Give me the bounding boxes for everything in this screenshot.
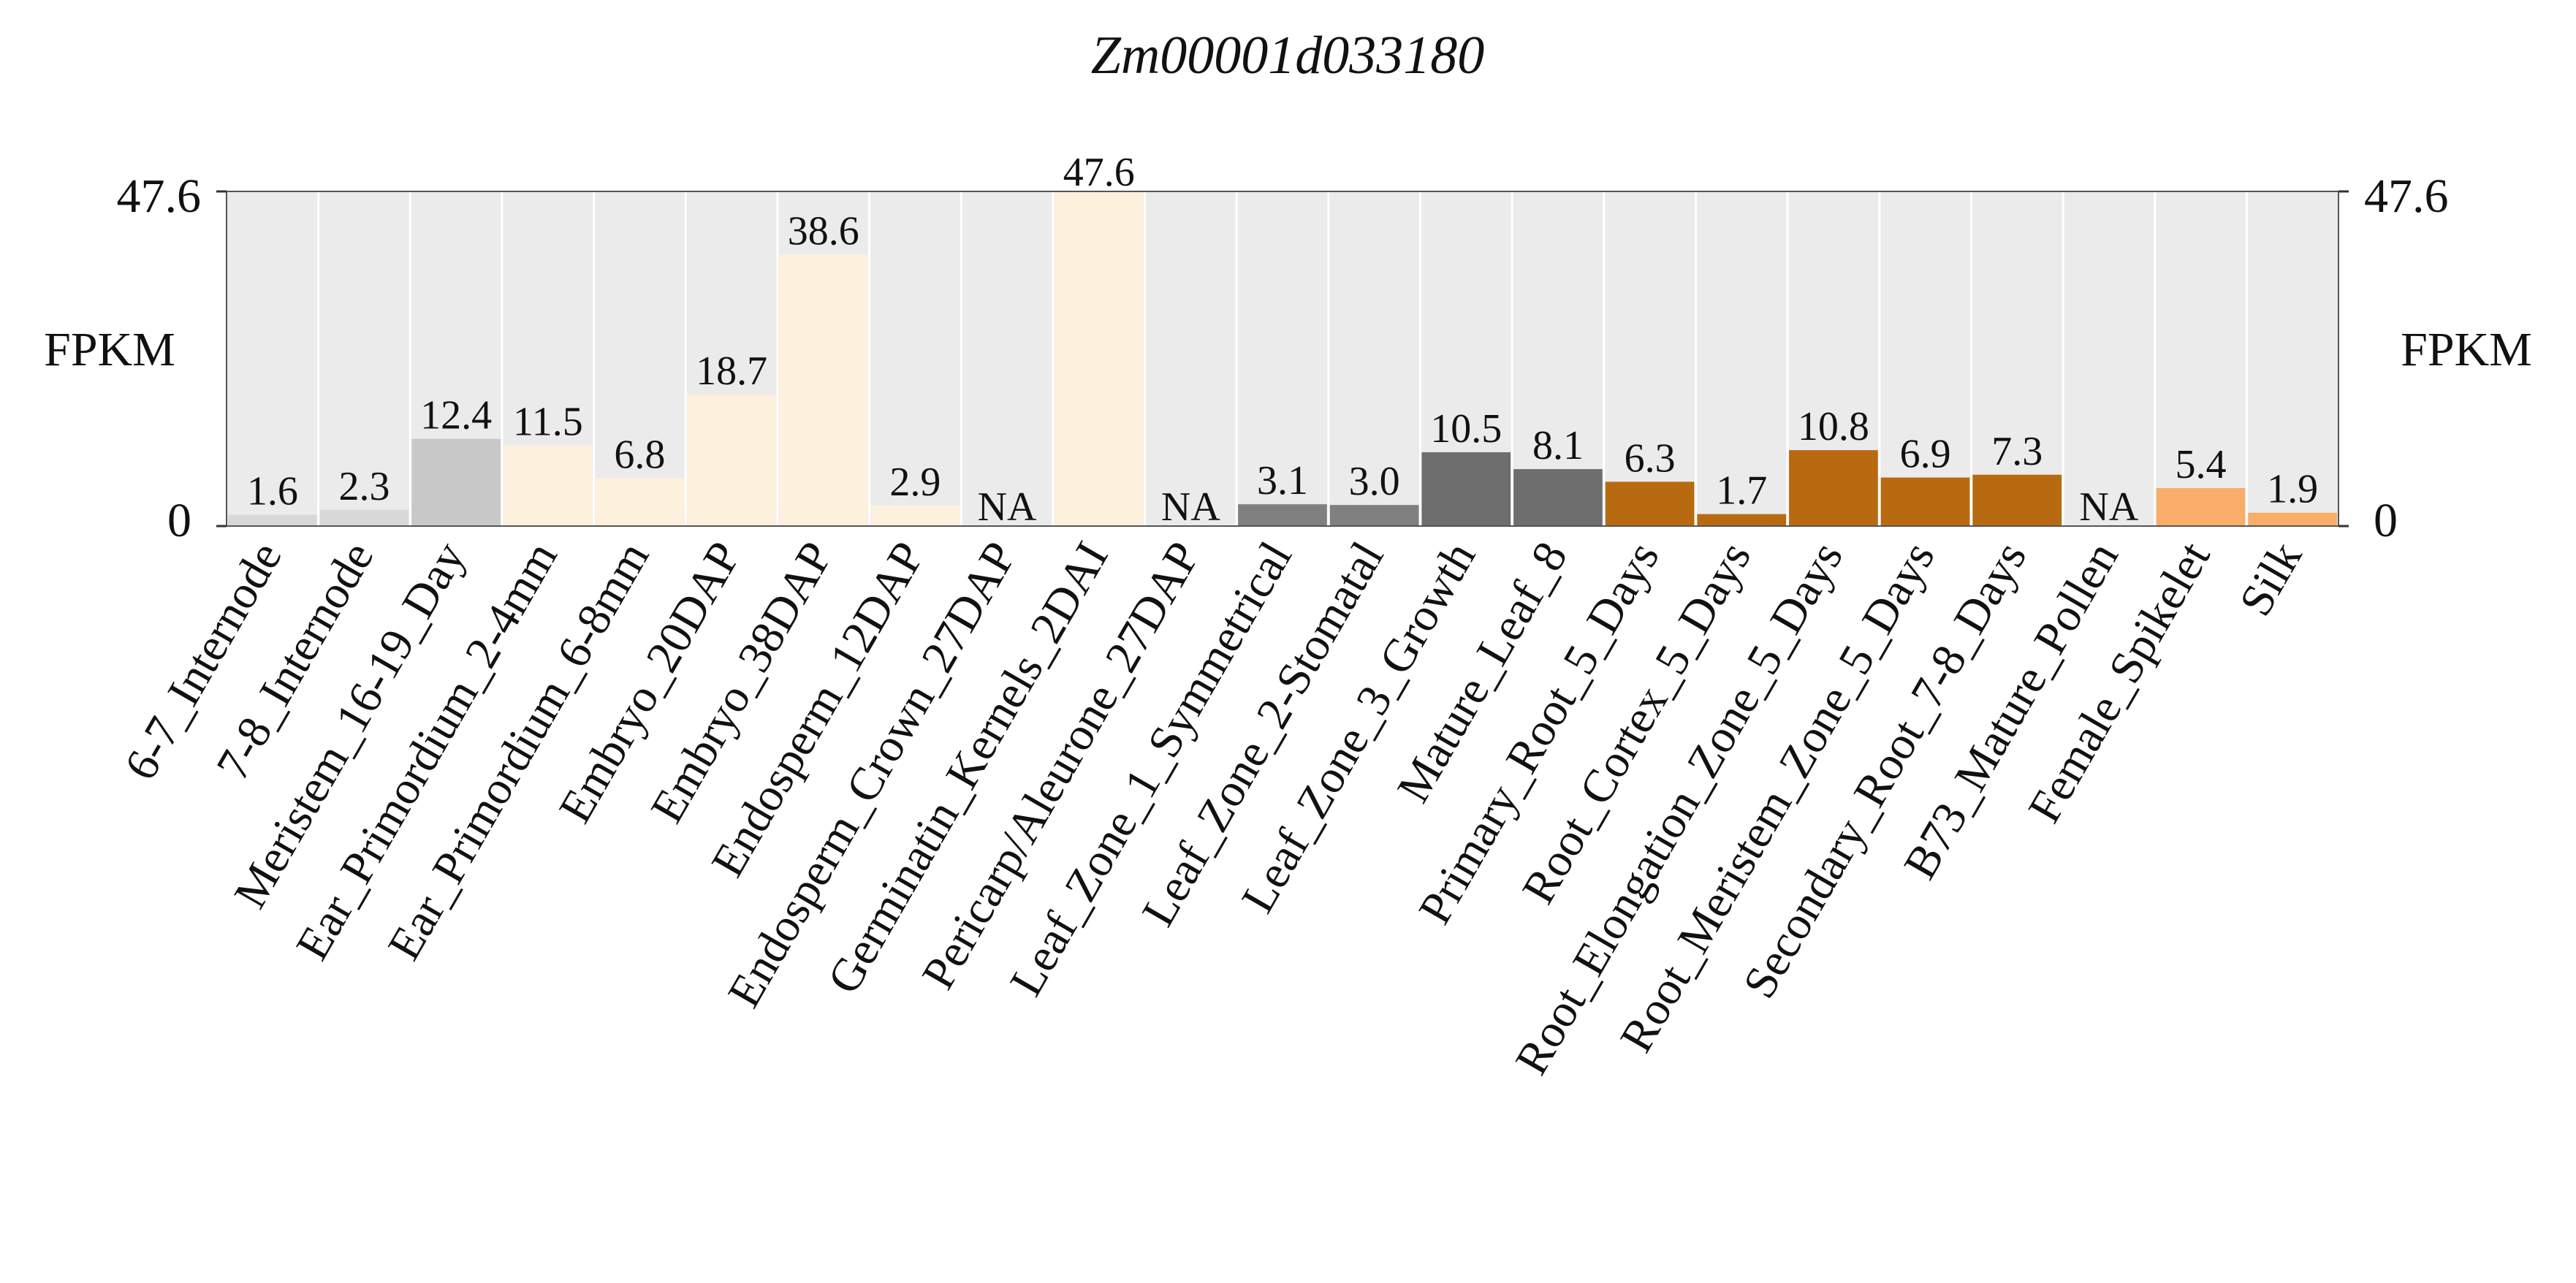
bar-5	[687, 395, 776, 526]
plot-area: 1.66-7_Internode2.37-8_Internode12.4Meri…	[114, 150, 2349, 1083]
chart-title: Zm00001d033180	[1091, 26, 1485, 85]
value-label-3: 11.5	[513, 399, 583, 444]
value-label-16: 1.7	[1716, 468, 1767, 514]
y-axis-label-left: FPKM	[44, 323, 175, 376]
value-label-20: NA	[2079, 484, 2138, 530]
bar-13	[1421, 452, 1511, 526]
value-label-19: 7.3	[1991, 429, 2043, 474]
value-label-6: 38.6	[788, 209, 859, 254]
value-label-11: 3.1	[1257, 458, 1308, 503]
value-label-21: 5.4	[2176, 442, 2227, 487]
bar-11	[1238, 504, 1327, 526]
value-label-9: 47.6	[1063, 150, 1135, 195]
bar-19	[1972, 474, 2062, 526]
bar-12	[1329, 505, 1419, 526]
bar-17	[1789, 450, 1878, 526]
bar-2	[411, 438, 501, 526]
value-label-15: 6.3	[1625, 435, 1676, 481]
bar-9	[1054, 191, 1144, 526]
value-label-18: 6.9	[1900, 432, 1951, 477]
category-label-22: Silk	[2229, 533, 2311, 625]
bar-4	[595, 478, 685, 526]
bar-1	[319, 509, 409, 526]
value-label-17: 10.8	[1798, 404, 1869, 449]
y-tick-zero-right: 0	[2374, 494, 2398, 547]
value-label-7: 2.9	[889, 460, 941, 505]
bar-3	[503, 445, 593, 526]
value-label-2: 12.4	[420, 393, 492, 438]
value-label-12: 3.0	[1349, 459, 1400, 504]
value-label-10: NA	[1161, 484, 1220, 530]
value-label-14: 8.1	[1532, 423, 1584, 468]
bar-0	[228, 514, 317, 526]
bar-16	[1697, 514, 1787, 526]
value-label-5: 18.7	[696, 349, 767, 394]
bar-18	[1880, 477, 1970, 526]
y-axis-label-right: FPKM	[2401, 323, 2532, 376]
y-tick-zero-left: 0	[167, 494, 191, 547]
bar-21	[2156, 488, 2246, 526]
bar-14	[1513, 469, 1603, 526]
value-label-13: 10.5	[1430, 406, 1502, 452]
bar-22	[2248, 512, 2337, 526]
bar-15	[1605, 481, 1695, 526]
y-tick-max-left: 47.6	[117, 170, 202, 223]
value-label-8: NA	[978, 484, 1037, 530]
value-label-0: 1.6	[247, 469, 298, 514]
value-label-22: 1.9	[2267, 467, 2318, 512]
y-tick-max-right: 47.6	[2364, 170, 2449, 223]
value-label-1: 2.3	[338, 464, 390, 509]
bar-6	[778, 254, 868, 526]
value-label-4: 6.8	[614, 433, 665, 478]
plot-frame	[226, 191, 2339, 527]
bar-7	[870, 506, 960, 526]
